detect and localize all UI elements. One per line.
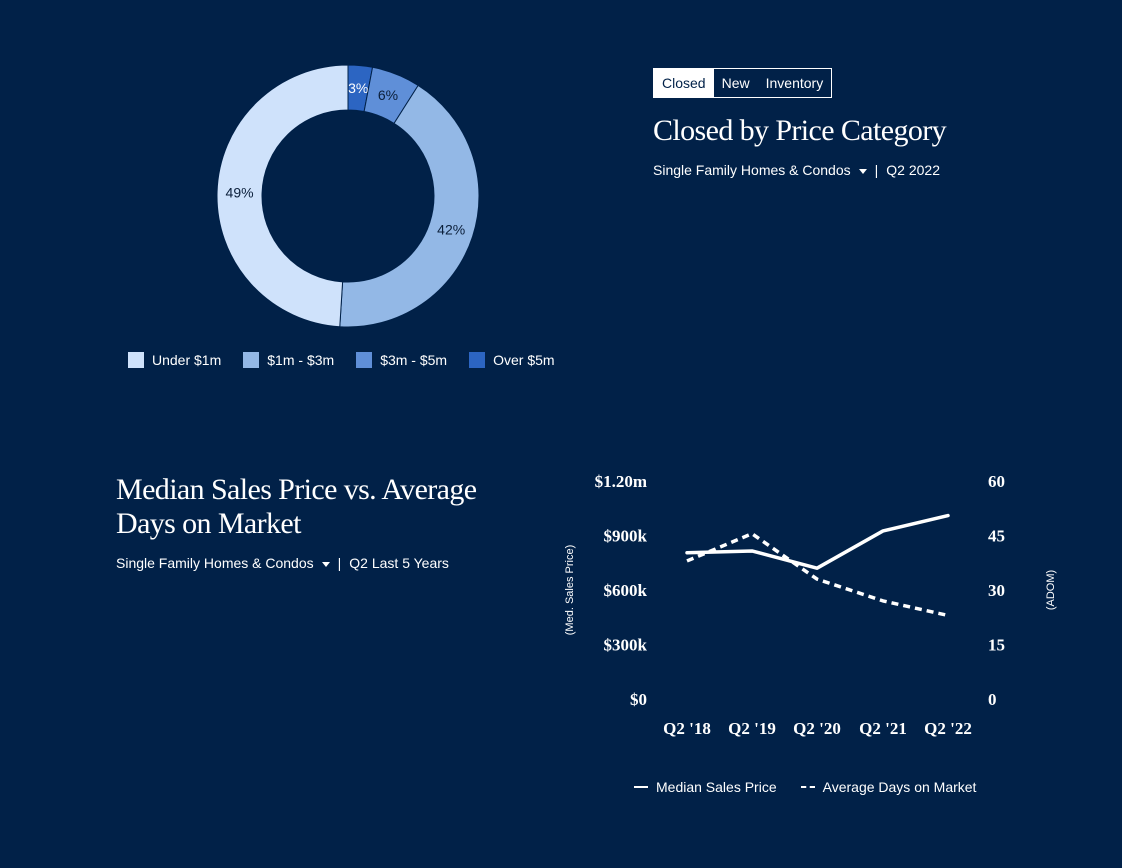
separator: | bbox=[874, 162, 879, 178]
line-legend: Median Sales Price Average Days on Marke… bbox=[634, 779, 1000, 795]
y-left-tick: $600k bbox=[604, 581, 648, 600]
period-label: Q2 2022 bbox=[886, 162, 940, 178]
donut-slice[interactable] bbox=[216, 64, 349, 328]
legend-label: Under $1m bbox=[152, 352, 222, 368]
y-left-axis-label: (Med. Sales Price) bbox=[564, 545, 576, 635]
legend-label: Median Sales Price bbox=[656, 779, 777, 795]
top-filter-row: Single Family Homes & Condos | Q2 2022 bbox=[653, 162, 940, 178]
bottom-filter-row: Single Family Homes & Condos | Q2 Last 5… bbox=[116, 555, 449, 571]
property-type-filter[interactable]: Single Family Homes & Condos bbox=[116, 555, 314, 571]
line-chart: $1.20m $900k $600k $300k $0 60 45 30 15 0 Q2 '18 Q2… bbox=[564, 472, 1057, 738]
slice-label: 6% bbox=[378, 87, 398, 103]
y-left-tick: $900k bbox=[604, 527, 648, 546]
chevron-down-icon[interactable] bbox=[321, 561, 330, 567]
legend-item-median-price[interactable]: Median Sales Price bbox=[634, 779, 777, 795]
donut-chart: 3% 6% 42% 49% bbox=[216, 64, 480, 328]
slice-label: 49% bbox=[226, 185, 254, 201]
section-title-price-vs-dom: Median Sales Price vs. Average Days on M… bbox=[116, 473, 477, 541]
tab-closed[interactable]: Closed bbox=[654, 69, 714, 97]
property-type-filter[interactable]: Single Family Homes & Condos bbox=[653, 162, 851, 178]
x-tick: Q2 '19 bbox=[728, 719, 776, 738]
tab-inventory[interactable]: Inventory bbox=[765, 75, 824, 91]
series-line-median-price[interactable] bbox=[685, 513, 950, 570]
legend-label: Average Days on Market bbox=[822, 779, 977, 795]
legend-swatch bbox=[243, 352, 260, 368]
y-left-tick: $0 bbox=[630, 690, 647, 709]
y-right-axis-label: (ADOM) bbox=[1045, 570, 1057, 610]
donut-slice[interactable] bbox=[339, 84, 480, 328]
dashed-line-icon bbox=[800, 786, 815, 788]
x-tick: Q2 '20 bbox=[793, 719, 841, 738]
section-title-price-category: Closed by Price Category bbox=[653, 114, 947, 147]
legend-swatch bbox=[356, 352, 373, 368]
legend-swatch bbox=[469, 352, 486, 368]
slice-label: 3% bbox=[348, 80, 368, 96]
slice-label: 42% bbox=[437, 222, 465, 238]
legend-item-1m-3m[interactable]: $1m - $3m bbox=[243, 352, 334, 368]
legend-label: $1m - $3m bbox=[267, 352, 335, 368]
y-right-tick: 30 bbox=[988, 581, 1005, 600]
x-tick: Q2 '21 bbox=[859, 719, 907, 738]
x-tick: Q2 '22 bbox=[924, 719, 972, 738]
legend-item-over-5m[interactable]: Over $5m bbox=[469, 352, 555, 368]
legend-item-under-1m[interactable]: Under $1m bbox=[128, 352, 221, 368]
legend-item-3m-5m[interactable]: $3m - $5m bbox=[356, 352, 447, 368]
series-line-adom[interactable] bbox=[686, 531, 949, 618]
title-line: Median Sales Price vs. Average bbox=[116, 473, 477, 506]
tab-bar: Closed New Inventory bbox=[653, 68, 833, 98]
period-label: Q2 Last 5 Years bbox=[349, 555, 449, 571]
donut-legend: Under $1m $1m - $3m $3m - $5m Over $5m bbox=[128, 352, 577, 368]
y-right-tick: 15 bbox=[988, 636, 1005, 655]
tab-new[interactable]: New bbox=[721, 75, 750, 91]
legend-item-adom[interactable]: Average Days on Market bbox=[800, 779, 977, 795]
y-left-tick: $300k bbox=[604, 636, 648, 655]
y-right-tick: 60 bbox=[988, 472, 1005, 491]
y-left-tick: $1.20m bbox=[595, 472, 647, 491]
legend-swatch bbox=[128, 352, 144, 368]
legend-label: $3m - $5m bbox=[380, 352, 448, 368]
legend-label: Over $5m bbox=[493, 352, 555, 368]
chevron-down-icon[interactable] bbox=[858, 168, 867, 174]
y-right-tick: 0 bbox=[988, 690, 997, 709]
y-right-tick: 45 bbox=[988, 527, 1005, 546]
title-line: Days on Market bbox=[116, 507, 301, 540]
solid-line-icon bbox=[634, 786, 648, 788]
separator: | bbox=[337, 555, 342, 571]
x-tick: Q2 '18 bbox=[663, 719, 711, 738]
